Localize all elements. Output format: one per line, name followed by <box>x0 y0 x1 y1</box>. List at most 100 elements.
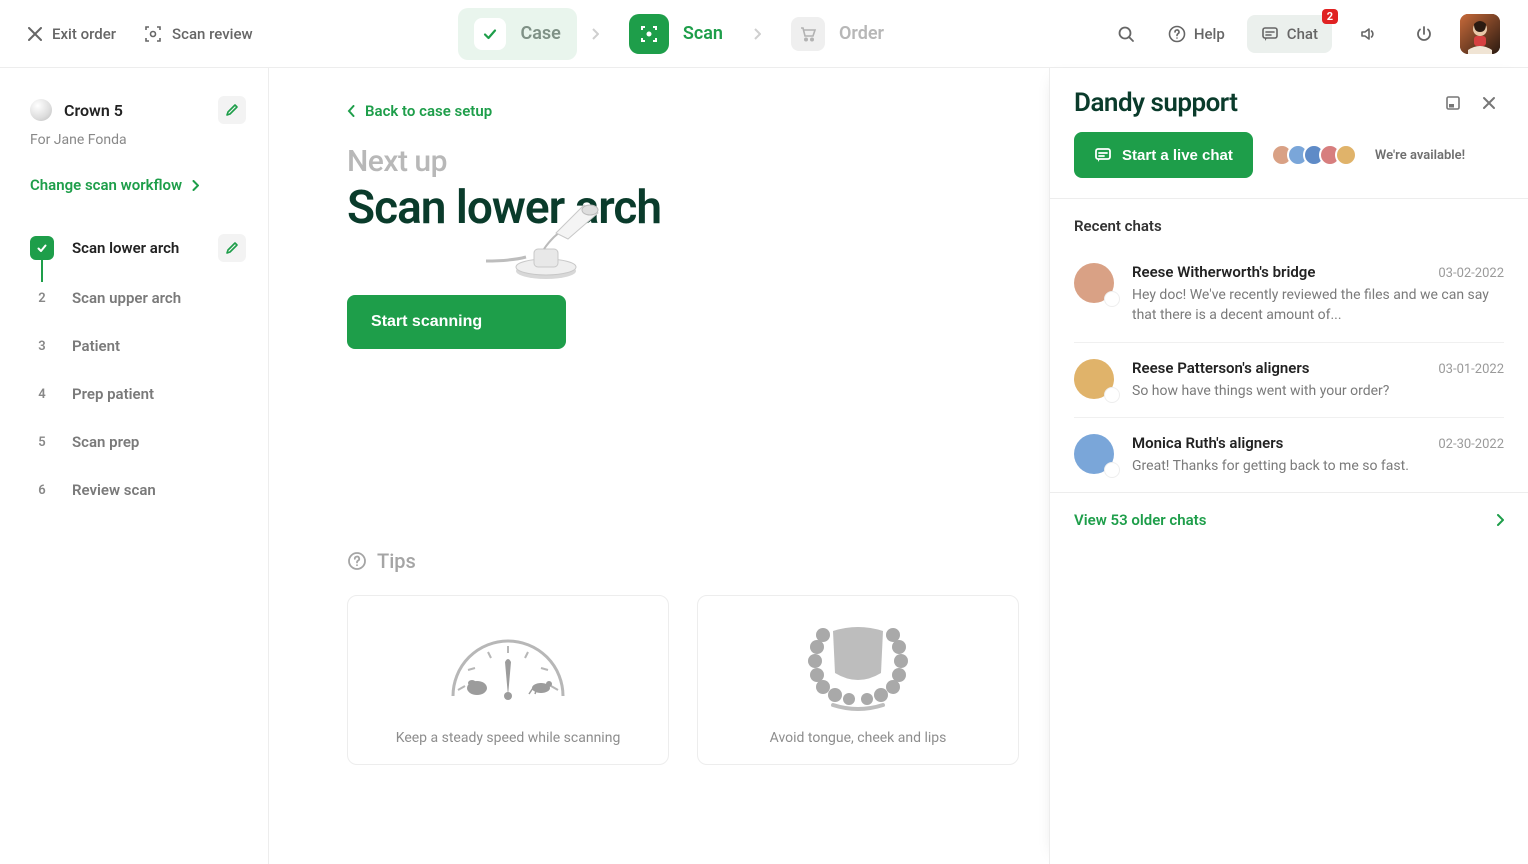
scan-frame-icon <box>629 14 669 54</box>
workflow-step-label: Scan upper arch <box>72 289 181 307</box>
step-number: 3 <box>30 334 54 358</box>
workflow-step-label: Scan lower arch <box>72 239 179 257</box>
workflow-list: Scan lower arch 2 Scan upper arch 3 Pati… <box>30 222 246 514</box>
step-number: 2 <box>30 286 54 310</box>
tips-row: Keep a steady speed while scanning <box>347 595 1019 765</box>
pencil-icon <box>225 103 239 117</box>
available-text: We're available! <box>1375 148 1465 163</box>
start-scanning-label: Start scanning <box>371 313 482 330</box>
case-title: Crown 5 <box>64 101 206 120</box>
chat-button[interactable]: Chat 2 <box>1247 15 1332 53</box>
chat-body: Reese Patterson's aligners 03-01-2022 So… <box>1132 359 1504 401</box>
user-avatar[interactable] <box>1460 14 1500 54</box>
tip-card-arch: Avoid tongue, cheek and lips <box>697 595 1019 765</box>
cart-icon <box>791 17 825 51</box>
chevron-right-icon <box>192 180 199 191</box>
scanner-illustration <box>456 199 606 289</box>
tooth-icon <box>1104 291 1120 307</box>
tip-text: Keep a steady speed while scanning <box>396 730 621 746</box>
chat-item[interactable]: Reese Witherworth's bridge 03-02-2022 He… <box>1074 247 1504 343</box>
workflow-step-1[interactable]: Scan lower arch <box>30 222 246 274</box>
chevron-left-icon <box>347 105 355 117</box>
power-icon <box>1415 25 1433 43</box>
tip-card-speed: Keep a steady speed while scanning <box>347 595 669 765</box>
tips-label: Tips <box>377 549 416 573</box>
chat-avatar <box>1074 263 1116 305</box>
tips-header: Tips <box>347 549 1019 573</box>
avatar-icon <box>1460 14 1500 54</box>
recent-chats-label: Recent chats <box>1050 198 1528 243</box>
topbar-right: Help Chat 2 <box>1106 14 1500 54</box>
close-icon <box>28 27 42 41</box>
edit-step-button[interactable] <box>218 234 246 262</box>
chat-item[interactable]: Monica Ruth's aligners 02-30-2022 Great!… <box>1074 418 1504 492</box>
chat-avatar <box>1074 434 1116 476</box>
check-icon <box>474 18 506 50</box>
help-label: Help <box>1194 25 1225 43</box>
chat-title: Monica Ruth's aligners <box>1132 434 1283 452</box>
step-order[interactable]: Order <box>775 7 900 61</box>
chat-snippet: So how have things went with your order? <box>1132 381 1504 401</box>
support-avatars <box>1271 144 1357 166</box>
search-icon <box>1117 25 1135 43</box>
page-title: Scan lower arch <box>347 181 1019 235</box>
help-icon <box>1168 25 1186 43</box>
back-to-case-button[interactable]: Back to case setup <box>347 102 1019 120</box>
start-scanning-button[interactable]: Start scanning <box>347 295 566 349</box>
workflow-step-label: Scan prep <box>72 433 139 451</box>
chat-body: Monica Ruth's aligners 02-30-2022 Great!… <box>1132 434 1504 476</box>
scan-review-button[interactable]: Scan review <box>144 25 253 43</box>
main-area: Back to case setup Next up Scan lower ar… <box>269 68 1049 864</box>
workflow-step-5[interactable]: 5 Scan prep <box>30 418 246 466</box>
chat-item[interactable]: Reese Patterson's aligners 03-01-2022 So… <box>1074 343 1504 418</box>
exit-order-button[interactable]: Exit order <box>28 25 116 43</box>
minimize-icon <box>1445 95 1461 111</box>
view-older-label: View 53 older chats <box>1074 511 1206 529</box>
chat-body: Reese Witherworth's bridge 03-02-2022 He… <box>1132 263 1504 326</box>
chat-icon <box>1094 146 1112 164</box>
change-workflow-button[interactable]: Change scan workflow <box>30 176 246 194</box>
chat-list: Reese Witherworth's bridge 03-02-2022 He… <box>1050 243 1528 492</box>
power-button[interactable] <box>1404 14 1444 54</box>
sound-button[interactable] <box>1348 14 1388 54</box>
close-panel-button[interactable] <box>1474 88 1504 118</box>
minimize-button[interactable] <box>1438 88 1468 118</box>
edit-case-button[interactable] <box>218 96 246 124</box>
chevron-right-icon <box>591 28 599 40</box>
step-order-label: Order <box>839 23 884 44</box>
workflow-step-2[interactable]: 2 Scan upper arch <box>30 274 246 322</box>
support-header: Dandy support <box>1050 68 1528 132</box>
scan-review-label: Scan review <box>172 25 253 43</box>
step-number: 6 <box>30 478 54 502</box>
workflow-step-label: Review scan <box>72 481 156 499</box>
search-button[interactable] <box>1106 14 1146 54</box>
tips-section: Tips <box>347 549 1019 765</box>
step-scan[interactable]: Scan <box>613 4 739 64</box>
chat-title: Reese Patterson's aligners <box>1132 359 1309 377</box>
chat-label: Chat <box>1287 25 1318 43</box>
workflow-step-3[interactable]: 3 Patient <box>30 322 246 370</box>
sidebar: Crown 5 For Jane Fonda Change scan workf… <box>0 68 269 864</box>
workflow-step-6[interactable]: 6 Review scan <box>30 466 246 514</box>
help-icon <box>347 551 367 571</box>
tooth-icon <box>30 99 52 121</box>
tip-text: Avoid tongue, cheek and lips <box>770 730 947 746</box>
support-panel: Dandy support Start a live chat We're av… <box>1049 68 1528 864</box>
help-button[interactable]: Help <box>1162 17 1231 51</box>
back-label: Back to case setup <box>365 102 492 120</box>
workflow-step-4[interactable]: 4 Prep patient <box>30 370 246 418</box>
exit-order-label: Exit order <box>52 25 116 43</box>
chat-date: 03-02-2022 <box>1438 266 1504 281</box>
chat-snippet: Great! Thanks for getting back to me so … <box>1132 456 1504 476</box>
step-case[interactable]: Case <box>458 8 576 60</box>
progress-steps: Case Scan Order <box>253 4 1106 64</box>
pencil-icon <box>225 241 239 255</box>
chat-title: Reese Witherworth's bridge <box>1132 263 1315 281</box>
speedometer-icon <box>433 596 583 730</box>
avatar-icon <box>1335 144 1357 166</box>
support-cta-row: Start a live chat We're available! <box>1050 132 1528 198</box>
view-older-chats-button[interactable]: View 53 older chats <box>1050 492 1528 547</box>
start-live-chat-label: Start a live chat <box>1122 147 1233 164</box>
patient-line: For Jane Fonda <box>30 132 246 148</box>
start-live-chat-button[interactable]: Start a live chat <box>1074 132 1253 178</box>
